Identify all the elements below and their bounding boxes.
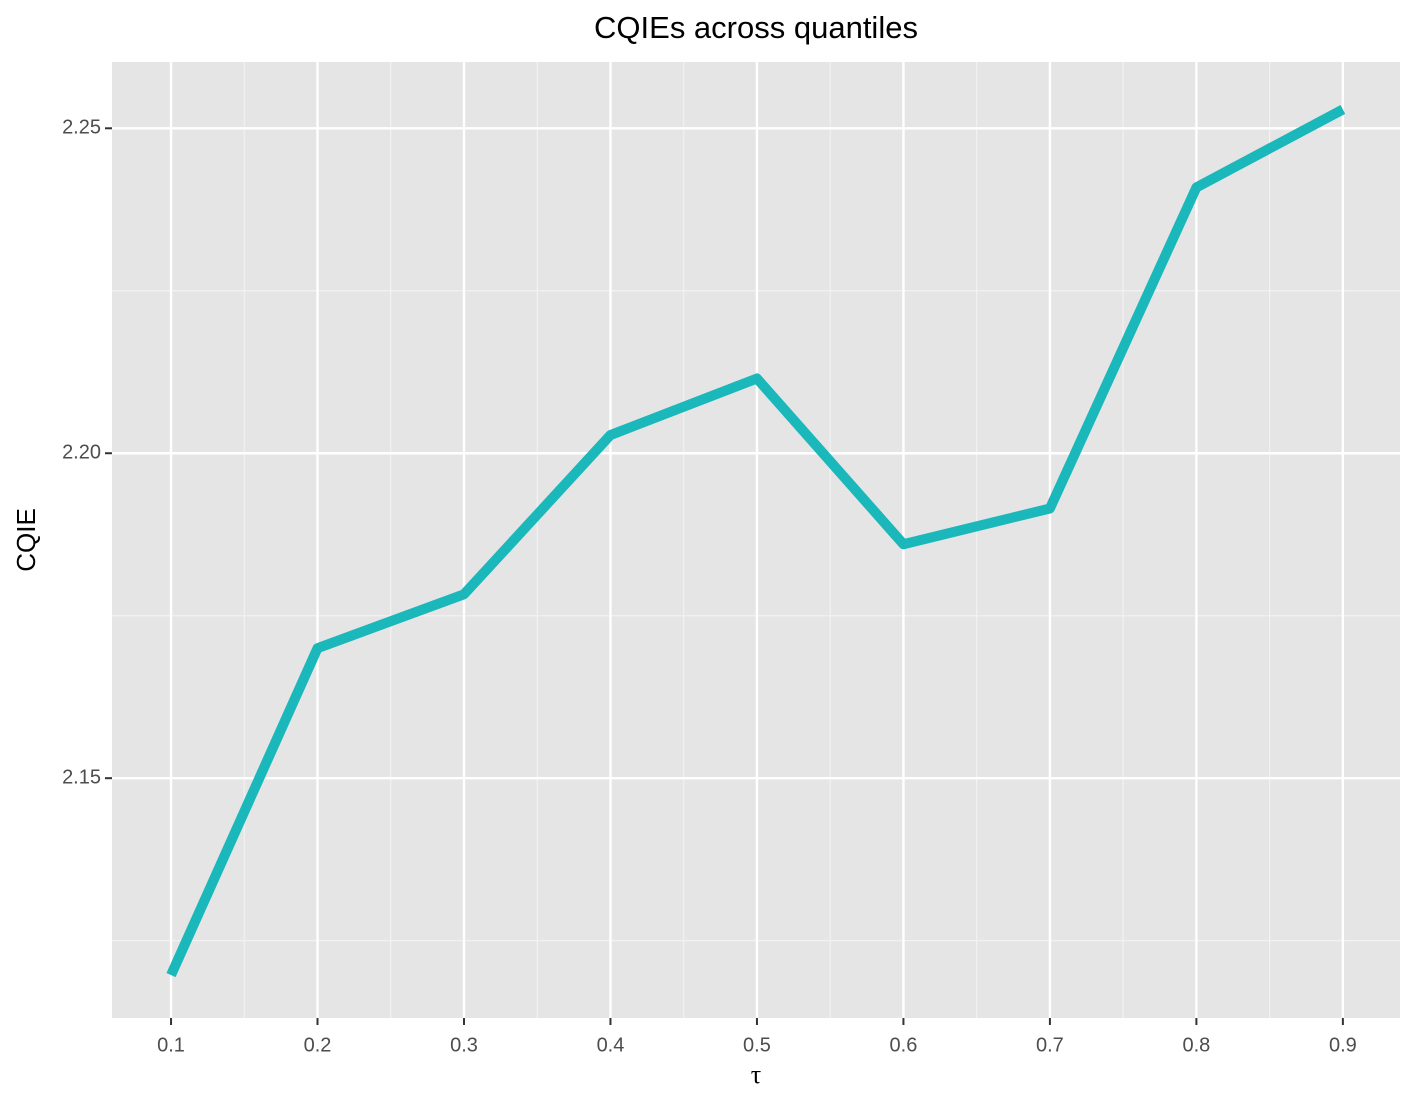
x-axis-title: τ	[751, 1060, 761, 1089]
y-tick-label: 2.15	[62, 766, 101, 788]
y-axis-title: CQIE	[11, 508, 41, 572]
y-tick-label: 2.20	[62, 442, 101, 464]
x-tick-label: 0.2	[304, 1034, 332, 1056]
x-tick-label: 0.8	[1182, 1034, 1210, 1056]
chart-title: CQIEs across quantiles	[594, 10, 918, 45]
x-tick-label: 0.3	[450, 1034, 478, 1056]
x-tick-label: 0.5	[743, 1034, 771, 1056]
y-tick-label: 2.25	[62, 117, 101, 139]
x-tick-label: 0.1	[157, 1034, 185, 1056]
x-tick-label: 0.4	[597, 1034, 625, 1056]
data-line	[166, 105, 1346, 978]
x-tick-label: 0.9	[1329, 1034, 1357, 1056]
x-tick-label: 0.6	[890, 1034, 918, 1056]
x-tick-label: 0.7	[1036, 1034, 1064, 1056]
